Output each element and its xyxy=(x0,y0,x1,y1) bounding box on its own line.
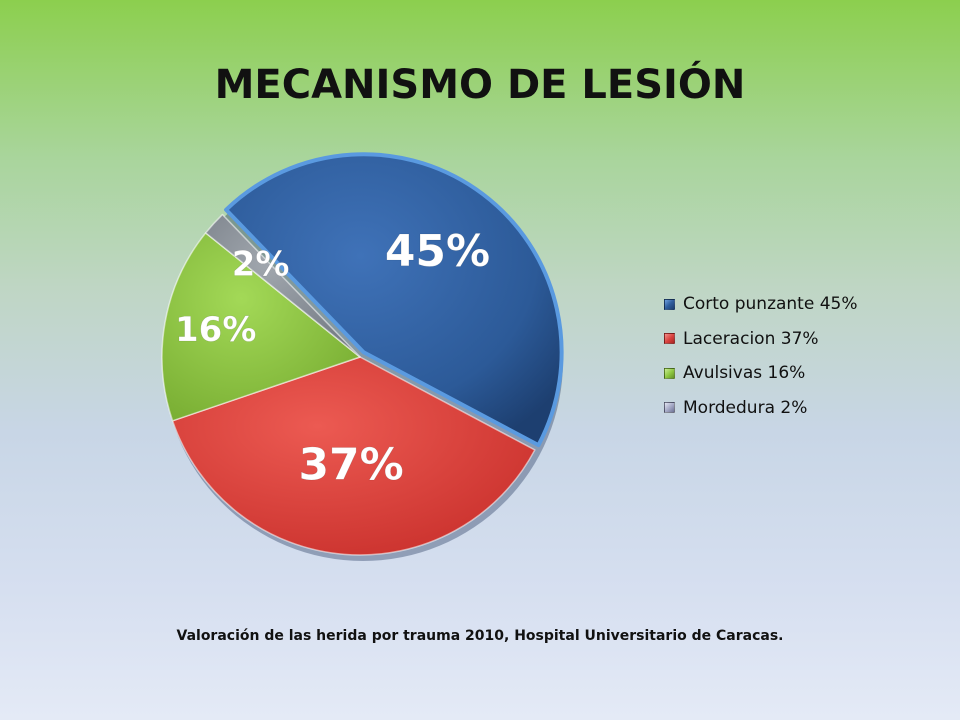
legend-item-avulsivas: Avulsivas 16% xyxy=(664,356,858,391)
data-label-mordedura: 2% xyxy=(232,245,290,285)
pie-slice-avulsivas xyxy=(161,232,361,422)
data-label-avulsivas: 16% xyxy=(175,310,256,350)
legend-swatch xyxy=(664,402,675,414)
chart-legend: Corto punzante 45% Laceracion 37% Avulsi… xyxy=(664,287,858,425)
legend-item-laceracion: Laceracion 37% xyxy=(664,322,858,357)
legend-swatch xyxy=(664,367,675,379)
data-label-laceracion: 37% xyxy=(298,440,403,491)
legend-swatch xyxy=(664,333,675,345)
legend-item-corto-punzante: Corto punzante 45% xyxy=(664,287,858,322)
data-label-corto-punzante: 45% xyxy=(385,226,490,277)
pie-slice-mordedura xyxy=(204,213,361,358)
legend-label: Laceracion 37% xyxy=(683,328,819,349)
legend-label: Corto punzante 45% xyxy=(683,294,858,315)
legend-swatch xyxy=(664,298,675,310)
pie-slice-corto-punzante xyxy=(224,152,564,448)
legend-label: Avulsivas 16% xyxy=(683,363,806,384)
pie-slice-laceracion xyxy=(171,356,536,556)
legend-item-mordedura: Mordedura 2% xyxy=(664,391,858,426)
source-caption: Valoración de las herida por trauma 2010… xyxy=(176,628,784,644)
legend-label: Mordedura 2% xyxy=(683,397,808,418)
chart-title: MECANISMO DE LESIÓN xyxy=(214,62,746,108)
